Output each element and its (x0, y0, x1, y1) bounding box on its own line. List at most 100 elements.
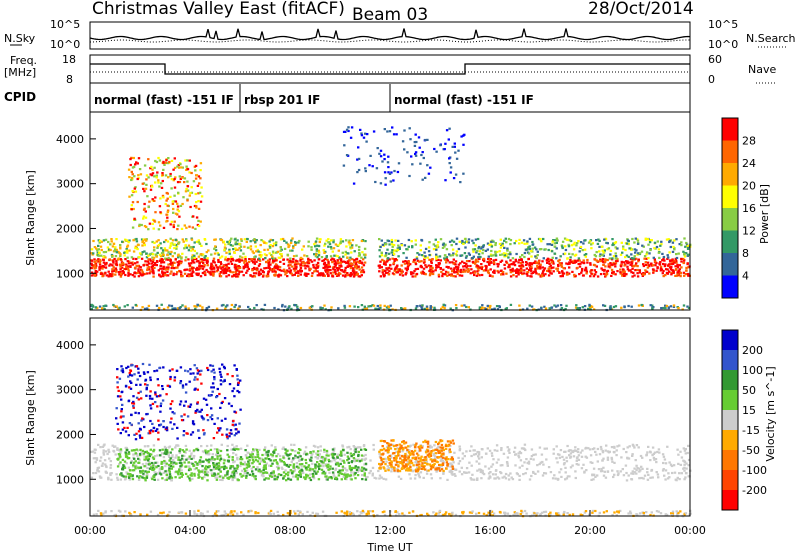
data-cell (449, 274, 453, 277)
data-cell (297, 262, 300, 265)
data-cell (162, 168, 165, 171)
data-cell (540, 248, 543, 251)
data-cell (270, 453, 273, 456)
data-cell (414, 152, 417, 156)
data-cell (188, 465, 191, 468)
data-cell (497, 263, 500, 266)
data-cell (610, 458, 614, 461)
data-cell (339, 241, 342, 244)
colorbar-swatch (722, 208, 738, 231)
data-cell (363, 305, 366, 308)
data-cell (638, 252, 642, 255)
data-cell (602, 254, 605, 257)
data-cell (225, 251, 228, 254)
data-cell (491, 463, 495, 466)
data-cell (151, 218, 155, 221)
data-cell (366, 133, 369, 136)
data-cell (154, 473, 158, 476)
data-cell (274, 270, 277, 273)
data-cell (191, 267, 194, 270)
data-cell (93, 267, 96, 270)
data-cell (577, 240, 580, 243)
data-cell (591, 474, 594, 477)
data-cell (324, 266, 327, 269)
data-cell (372, 443, 375, 447)
data-cell (268, 258, 272, 261)
data-cell (271, 239, 275, 242)
data-cell (233, 446, 236, 449)
data-cell (416, 466, 419, 469)
data-cell (160, 303, 163, 306)
data-cell (157, 156, 160, 160)
data-cell (565, 477, 569, 480)
data-cell (523, 461, 526, 464)
data-cell (320, 256, 324, 259)
data-cell (454, 151, 457, 154)
data-cell (98, 268, 101, 271)
data-cell (486, 248, 489, 251)
data-cell (339, 261, 342, 264)
data-cell (292, 267, 296, 270)
data-cell (96, 306, 99, 310)
data-cell (368, 164, 371, 167)
data-cell (640, 476, 643, 480)
data-cell (422, 261, 426, 264)
data-cell (128, 249, 131, 252)
data-cell (518, 242, 521, 245)
data-cell (450, 472, 453, 475)
data-cell (169, 174, 172, 178)
data-cell (102, 305, 105, 308)
data-cell (342, 449, 345, 452)
data-cell (169, 260, 172, 263)
data-cell (97, 254, 100, 257)
data-cell (188, 225, 191, 228)
data-cell (415, 256, 419, 259)
data-cell (434, 245, 438, 248)
data-cell (165, 159, 168, 162)
data-cell (184, 245, 187, 248)
data-cell (204, 272, 207, 275)
data-cell (421, 445, 424, 448)
data-cell (502, 452, 506, 455)
data-cell (234, 469, 238, 473)
data-cell (360, 266, 364, 269)
data-cell (289, 448, 293, 451)
data-cell (392, 253, 396, 256)
data-cell (201, 469, 204, 472)
data-cell (248, 473, 252, 476)
data-cell (313, 243, 316, 246)
data-cell (582, 463, 585, 466)
data-cell (99, 459, 102, 462)
data-cell (361, 478, 364, 481)
data-cell (129, 273, 132, 276)
data-cell (621, 251, 624, 254)
data-cell (407, 238, 411, 242)
data-cell (549, 271, 552, 274)
data-cell (130, 208, 133, 211)
data-cell (431, 269, 434, 272)
data-cell (130, 449, 134, 452)
data-cell (532, 453, 535, 456)
data-cell (159, 197, 162, 200)
data-cell (177, 253, 180, 256)
data-cell (119, 253, 122, 256)
data-cell (196, 462, 199, 465)
data-cell (467, 267, 470, 271)
data-cell (197, 175, 201, 178)
data-cell (451, 261, 454, 264)
data-cell (600, 267, 603, 270)
data-cell (222, 465, 225, 469)
data-cell (609, 253, 612, 256)
data-cell (267, 477, 270, 480)
data-cell (252, 449, 255, 452)
data-cell (602, 263, 605, 266)
data-cell (168, 160, 171, 164)
data-cell (159, 267, 162, 270)
data-cell (211, 474, 214, 477)
data-cell (416, 259, 420, 262)
data-cell (683, 237, 686, 240)
data-cell (489, 253, 493, 256)
data-cell (609, 307, 612, 310)
data-cell (379, 260, 382, 263)
data-cell (146, 260, 149, 263)
